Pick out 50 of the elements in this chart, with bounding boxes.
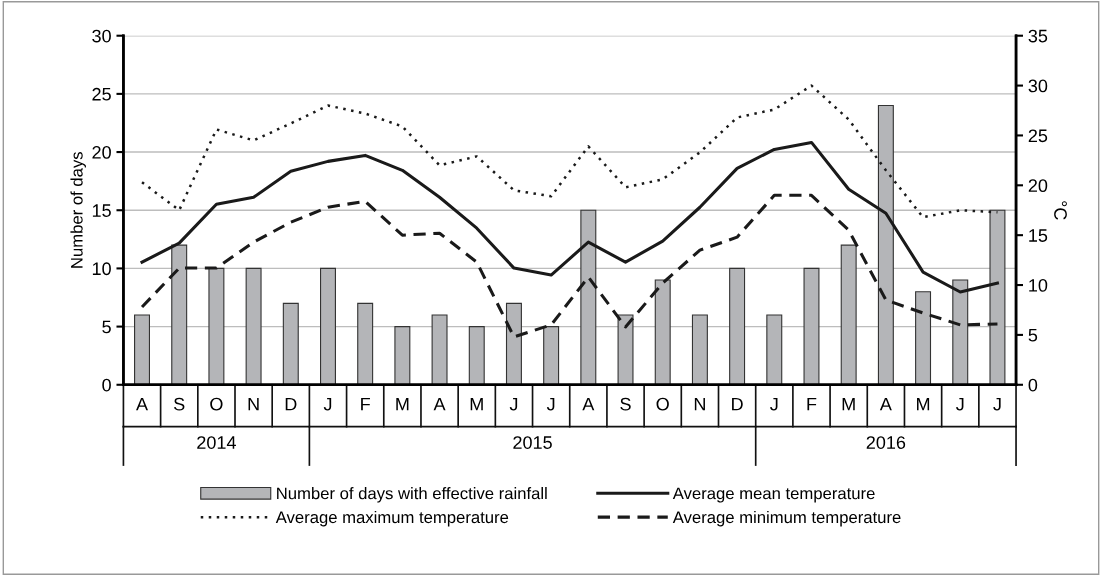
x-tick-label: A [879, 397, 892, 411]
y2-tick-label: 30 [1028, 79, 1048, 93]
legend-label: Number of days with effective rainfall [277, 487, 547, 503]
y-tick-label: 5 [102, 320, 111, 334]
x-tick-label: J [509, 397, 518, 411]
text: 2016 [866, 436, 906, 449]
text: 2015 [513, 436, 552, 449]
y-tick-label: 30 [92, 29, 111, 43]
x-tick-label: O [656, 397, 669, 411]
x-tick-label: A [136, 397, 149, 411]
y-tick-label: 20 [92, 146, 111, 159]
x-tick-label: S [620, 397, 631, 411]
x-tick-label: A [582, 397, 595, 411]
x-tick-label: J [993, 397, 1001, 411]
y2-tick-label: 25 [1028, 129, 1048, 143]
x-tick-label: M [470, 397, 483, 411]
x-tick-label: N [248, 397, 259, 411]
y2-tick-label: 20 [1028, 179, 1048, 193]
text: 2014 [197, 436, 236, 449]
line-series [140, 140, 999, 294]
x-tick-label: O [210, 397, 223, 411]
x-tick-label: J [323, 397, 332, 411]
x-tick-label: M [917, 397, 930, 411]
x-tick-label: F [361, 397, 370, 411]
x-tick-label: J [546, 397, 555, 411]
y-tick-label: 15 [92, 204, 111, 217]
y2-tick-label: 10 [1029, 278, 1048, 292]
y2-tick-label: 0 [1028, 378, 1038, 392]
x-tick-label: F [807, 397, 817, 411]
x-tick-label: A [433, 397, 446, 411]
y2-tick-label: 5 [1028, 329, 1038, 342]
x-tick-label: M [842, 397, 855, 411]
x-tick-label: J [770, 397, 778, 411]
y-tick-label: 25 [92, 87, 111, 101]
x-tick-label: D [285, 397, 297, 411]
x-tick-label: J [956, 397, 964, 411]
y-tick-label: 0 [102, 378, 111, 392]
x-tick-label: N [694, 397, 705, 411]
y2-tick-label: 15 [1029, 229, 1048, 242]
legend-label: Average maximum temperature [275, 510, 509, 527]
y2-axis-title: °C [1054, 201, 1067, 220]
x-tick-label: D [732, 397, 743, 411]
y-tick-label: 10 [92, 262, 111, 276]
x-tick-label: S [174, 397, 185, 411]
legend-label: Average mean temperature [672, 487, 875, 503]
x-tick-label: M [396, 397, 409, 411]
line-series [140, 193, 999, 339]
legend-label: Average minimum temperature [672, 510, 901, 527]
y2-tick-label: 35 [1028, 29, 1048, 43]
y-axis-title: Number of days [70, 152, 86, 268]
